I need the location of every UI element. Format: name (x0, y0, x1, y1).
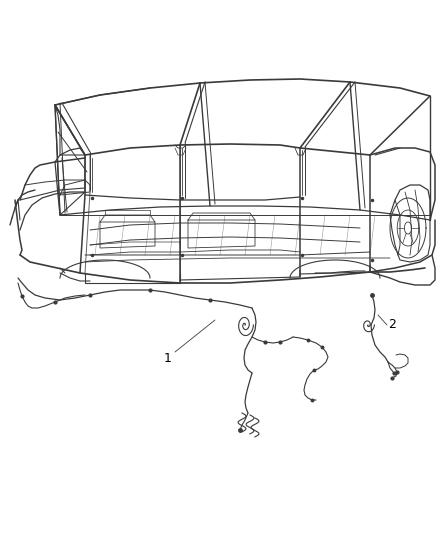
Text: 2: 2 (388, 319, 396, 332)
Text: 1: 1 (164, 351, 172, 365)
